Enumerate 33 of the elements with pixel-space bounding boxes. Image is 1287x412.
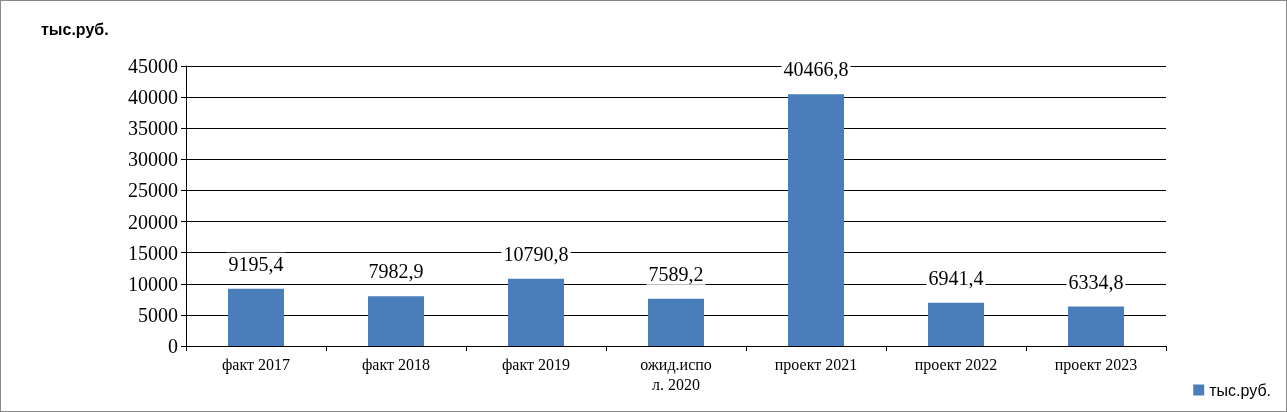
bar: [508, 278, 564, 346]
x-tick-label: проект 2022: [914, 355, 998, 374]
y-tick-label: 35000: [128, 117, 178, 140]
bar: [648, 298, 704, 346]
data-label: 6941,4: [928, 266, 984, 289]
data-label: 7982,9: [368, 260, 424, 283]
y-tick-label: 15000: [128, 241, 178, 264]
data-label: 9195,4: [228, 252, 284, 275]
x-tick-label: факт 2018: [361, 355, 431, 374]
x-tick-label: ожид.испол. 2020: [640, 355, 712, 393]
y-tick-label: 30000: [128, 148, 178, 171]
y-tick-label: 40000: [128, 86, 178, 109]
y-tick-label: 45000: [128, 55, 178, 77]
legend-label: тыс.руб.: [1209, 381, 1271, 399]
y-tick-label: 25000: [128, 179, 178, 202]
x-tick-label: проект 2021: [774, 355, 858, 374]
data-label: 6334,8: [1068, 270, 1124, 293]
x-tick-label: факт 2019: [501, 355, 571, 374]
bar: [788, 94, 844, 346]
y-tick-label: 5000: [138, 303, 178, 326]
x-tick-label: факт 2017: [221, 355, 291, 374]
y-axis-title: тыс.руб.: [41, 20, 109, 38]
bar: [228, 288, 284, 346]
x-tick-label: проект 2023: [1054, 355, 1138, 374]
data-label: 10790,8: [503, 242, 569, 265]
bar: [1068, 306, 1124, 346]
data-label: 7589,2: [648, 262, 704, 285]
data-label: 40466,8: [783, 58, 849, 81]
y-tick-label: 0: [168, 335, 178, 357]
bar: [928, 302, 984, 346]
y-tick-label: 10000: [128, 272, 178, 295]
y-tick-label: 20000: [128, 210, 178, 233]
bar: [368, 296, 424, 346]
